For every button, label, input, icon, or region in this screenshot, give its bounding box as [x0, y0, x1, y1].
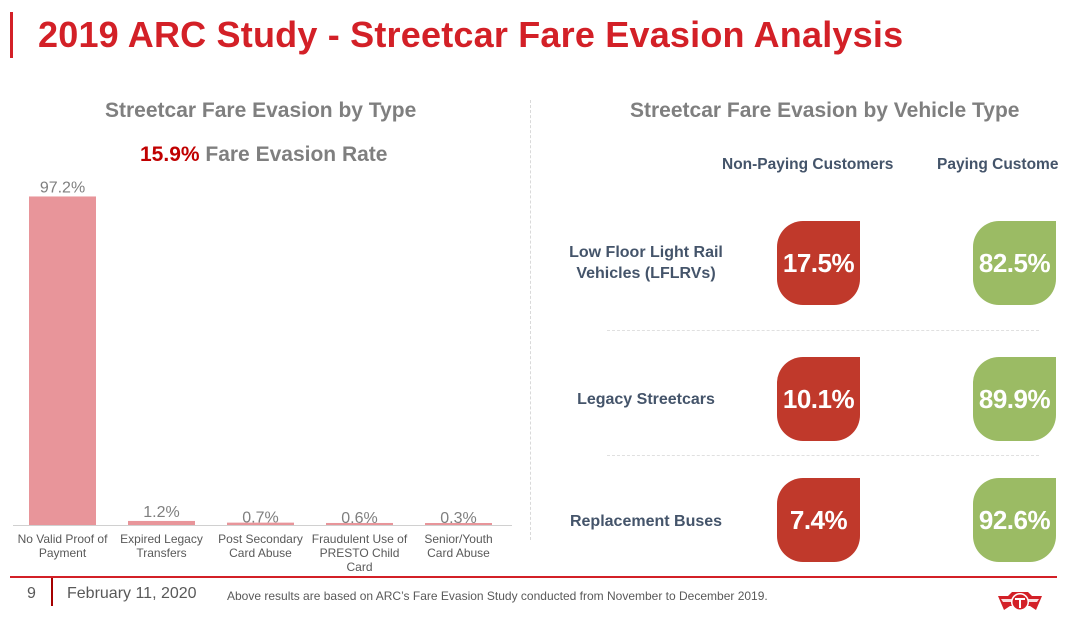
- bar: [29, 196, 96, 526]
- bar: [227, 522, 294, 525]
- category-label-line: Card: [346, 560, 373, 574]
- category-label-line: Post Secondary: [218, 532, 303, 546]
- category-label-line: Card Abuse: [229, 546, 292, 560]
- bar-value-label: 97.2%: [40, 179, 85, 196]
- category-label: Fraudulent Use of PRESTO Child Card: [310, 532, 410, 574]
- row-separator: [607, 330, 1039, 331]
- bar: [326, 522, 393, 525]
- fare-evasion-rate-value: 15.9%: [140, 143, 200, 166]
- bar: [128, 520, 195, 525]
- row-label-legacy: Legacy Streetcars: [577, 391, 715, 408]
- page-number: 9: [27, 585, 36, 602]
- column-header-paying: Paying Custome: [937, 156, 1059, 173]
- badge-buses-paying: 92.6%: [973, 478, 1056, 562]
- category-label-line: PRESTO Child: [319, 546, 400, 560]
- footer-note: Above results are based on ARC’s Fare Ev…: [227, 589, 768, 603]
- fare-evasion-rate-label: Fare Evasion Rate: [199, 143, 388, 166]
- right-panel-title: Streetcar Fare Evasion by Vehicle Type: [630, 99, 1020, 122]
- category-label-line: Transfers: [136, 546, 187, 560]
- left-panel-title: Streetcar Fare Evasion by Type: [105, 99, 417, 122]
- category-label-line: Fraudulent Use of: [311, 532, 408, 546]
- category-label-line: Expired Legacy: [120, 532, 203, 546]
- row-separator: [607, 455, 1039, 456]
- category-label: Expired Legacy Transfers: [112, 532, 212, 560]
- category-label-line: Senior/Youth: [424, 532, 493, 546]
- bar-value-label: 0.7%: [242, 510, 278, 527]
- badge-legacy-paying: 89.9%: [973, 357, 1056, 441]
- category-label-line: No Valid Proof of: [17, 532, 108, 546]
- column-header-non-paying: Non-Paying Customers: [722, 156, 894, 173]
- category-label: Senior/Youth Card Abuse: [409, 532, 509, 560]
- page-title: 2019 ARC Study - Streetcar Fare Evasion …: [38, 14, 904, 55]
- footer-divider: [51, 578, 53, 606]
- category-label-line: Card Abuse: [427, 546, 490, 560]
- footer-date: February 11, 2020: [67, 585, 197, 602]
- row-label-line: Vehicles (LFLRVs): [576, 265, 716, 282]
- badge-lflrv-paying: 82.5%: [973, 221, 1056, 305]
- footer-rule: [10, 576, 1057, 578]
- panel-divider: [530, 100, 531, 540]
- bar-value-label: 0.6%: [341, 510, 377, 527]
- badge-legacy-non-paying: 10.1%: [777, 357, 860, 441]
- row-label-line: Low Floor Light Rail: [569, 244, 723, 261]
- bar: [425, 523, 492, 525]
- title-accent-bar: [10, 12, 13, 58]
- category-label-line: Payment: [38, 546, 87, 560]
- ttc-logo-icon: [998, 592, 1042, 611]
- category-label: No Valid Proof of Payment: [13, 532, 113, 560]
- fare-evasion-rate: 15.9% Fare Evasion Rate: [140, 143, 387, 167]
- badge-buses-non-paying: 7.4%: [777, 478, 860, 562]
- badge-lflrv-non-paying: 17.5%: [777, 221, 860, 305]
- bar-value-label: 0.3%: [440, 510, 476, 527]
- row-label-buses: Replacement Buses: [569, 513, 723, 530]
- fare-evasion-by-type-chart: 97.2% 1.2% 0.7% 0.6% 0.3%: [13, 179, 512, 527]
- category-label: Post Secondary Card Abuse: [211, 532, 311, 560]
- bar-value-label: 1.2%: [143, 504, 179, 521]
- row-label-lflrv: Low Floor Light Rail Vehicles (LFLRVs): [548, 242, 744, 284]
